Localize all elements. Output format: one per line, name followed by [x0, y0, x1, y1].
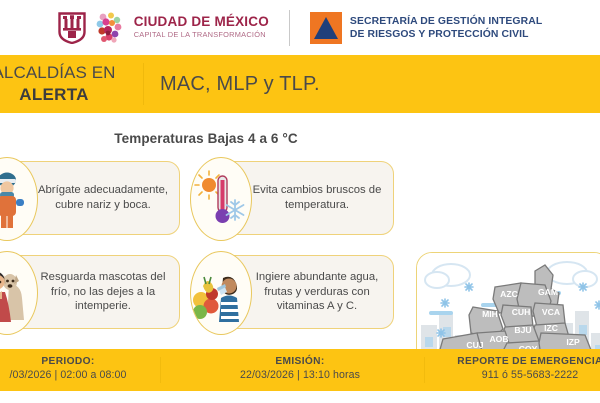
map-label-mih: MIH	[482, 309, 498, 319]
tip-card-1-text: Abrígate adecuadamente, cubre nariz y bo…	[37, 184, 168, 211]
header-bar: CIUDAD DE MÉXICO CAPITAL DE LA TRANSFORM…	[0, 0, 600, 55]
tip-card-4-text: Ingiere abundante agua, frutas y verdura…	[255, 270, 379, 313]
alert-boroughs-value: MAC, MLP y TLP.	[160, 72, 320, 95]
temperature-title: Temperaturas Bajas 4 a 6 °C	[114, 131, 298, 146]
header-divider	[288, 9, 290, 46]
cdmx-subtitle: CAPITAL DE LA TRANSFORMACIÓN	[133, 29, 266, 39]
recommendation-list: Abrígate adecuadamente, cubre nariz y bo…	[0, 155, 412, 343]
footer-emision-label: EMISIÓN:	[275, 356, 325, 367]
tip-card-1: Abrígate adecuadamente, cubre nariz y bo…	[0, 155, 184, 243]
map-label-gam: GAM	[538, 287, 558, 297]
alert-label-line1: ALCALDÍAS EN	[0, 63, 116, 83]
footer-separator-2	[424, 357, 425, 383]
map-label-cuh: CUH	[512, 307, 531, 317]
tip-row-1: Abrígate adecuadamente, cubre nariz y bo…	[0, 155, 412, 249]
tip-card-4: Ingiere abundante agua, frutas y verdura…	[188, 249, 398, 337]
map-label-bju: BJU	[514, 325, 531, 335]
tip-row-2: Resguarda mascotas del frío, no las deje…	[0, 249, 412, 343]
agency-line-2: DE RIESGOS Y PROTECCIÓN CIVIL	[349, 28, 529, 40]
footer-periodo-label: PERIODO:	[41, 356, 95, 367]
cdmx-wordmark: CIUDAD DE MÉXICO CAPITAL DE LA TRANSFORM…	[134, 15, 269, 39]
alert-label-line2: ALERTA	[19, 84, 89, 104]
footer-reporte: REPORTE DE EMERGENCIA 911 ó 55-5683-2222	[400, 355, 600, 384]
footer-reporte-label: REPORTE DE EMERGENCIA	[457, 356, 600, 367]
footer-reporte-value: 911 ó 55-5683-2222	[481, 369, 579, 382]
pet-dog-blanket-icon	[0, 251, 38, 335]
map-label-azc: AZC	[500, 289, 518, 299]
footer-bar: PERIODO: /03/2026 | 02:00 a 08:00 EMISIÓ…	[0, 349, 600, 391]
cdmx-flower-emblem-icon	[94, 11, 124, 45]
footer-emision-value: 22/03/2026 | 13:10 horas	[239, 369, 360, 382]
footer-periodo-value: /03/2026 | 02:00 a 08:00	[9, 369, 127, 382]
map-label-cuj: CUJ	[466, 340, 483, 350]
tip-card-2-text: Evita cambios bruscos de temperatura.	[252, 184, 382, 211]
civil-protection-triangle-icon	[309, 11, 342, 44]
map-label-izp: IZP	[566, 337, 580, 347]
map-label-izc: IZC	[544, 323, 558, 333]
cdmx-title: CIUDAD DE MÉXICO	[133, 14, 269, 30]
cdmx-shield-icon	[58, 11, 86, 44]
alert-separator	[143, 63, 144, 105]
map-label-aob: AOB	[489, 334, 508, 344]
footer-emision: EMISIÓN: 22/03/2026 | 13:10 horas	[170, 355, 430, 384]
content-area: Temperaturas Bajas 4 a 6 °C Abrígate ade…	[0, 113, 600, 403]
agency-name: SECRETARÍA DE GESTIÓN INTEGRAL DE RIESGO…	[350, 15, 542, 41]
alert-label-group: ALCALDÍAS EN ALERTA	[0, 55, 140, 113]
alert-boroughs-group: MAC, MLP y TLP.	[160, 55, 320, 113]
thermometer-sun-snowflake-icon	[190, 157, 252, 241]
footer-separator-1	[160, 357, 161, 383]
map-label-vca: VCA	[542, 307, 560, 317]
footer-periodo: PERIODO: /03/2026 | 02:00 a 08:00	[0, 355, 198, 384]
tip-card-2: Evita cambios bruscos de temperatura.	[188, 155, 398, 243]
tip-card-3: Resguarda mascotas del frío, no las deje…	[0, 249, 184, 337]
footer-bottom-spacer	[0, 391, 600, 403]
person-drinking-water-fruits-icon	[190, 251, 252, 335]
alert-band: ALCALDÍAS EN ALERTA MAC, MLP y TLP.	[0, 55, 600, 113]
agency-logo-group: SECRETARÍA DE GESTIÓN INTEGRAL DE RIESGO…	[309, 11, 542, 44]
header-logos: CIUDAD DE MÉXICO CAPITAL DE LA TRANSFORM…	[58, 9, 543, 46]
agency-line-1: SECRETARÍA DE GESTIÓN INTEGRAL	[349, 15, 543, 27]
tip-card-3-text: Resguarda mascotas del frío, no las deje…	[40, 270, 166, 313]
